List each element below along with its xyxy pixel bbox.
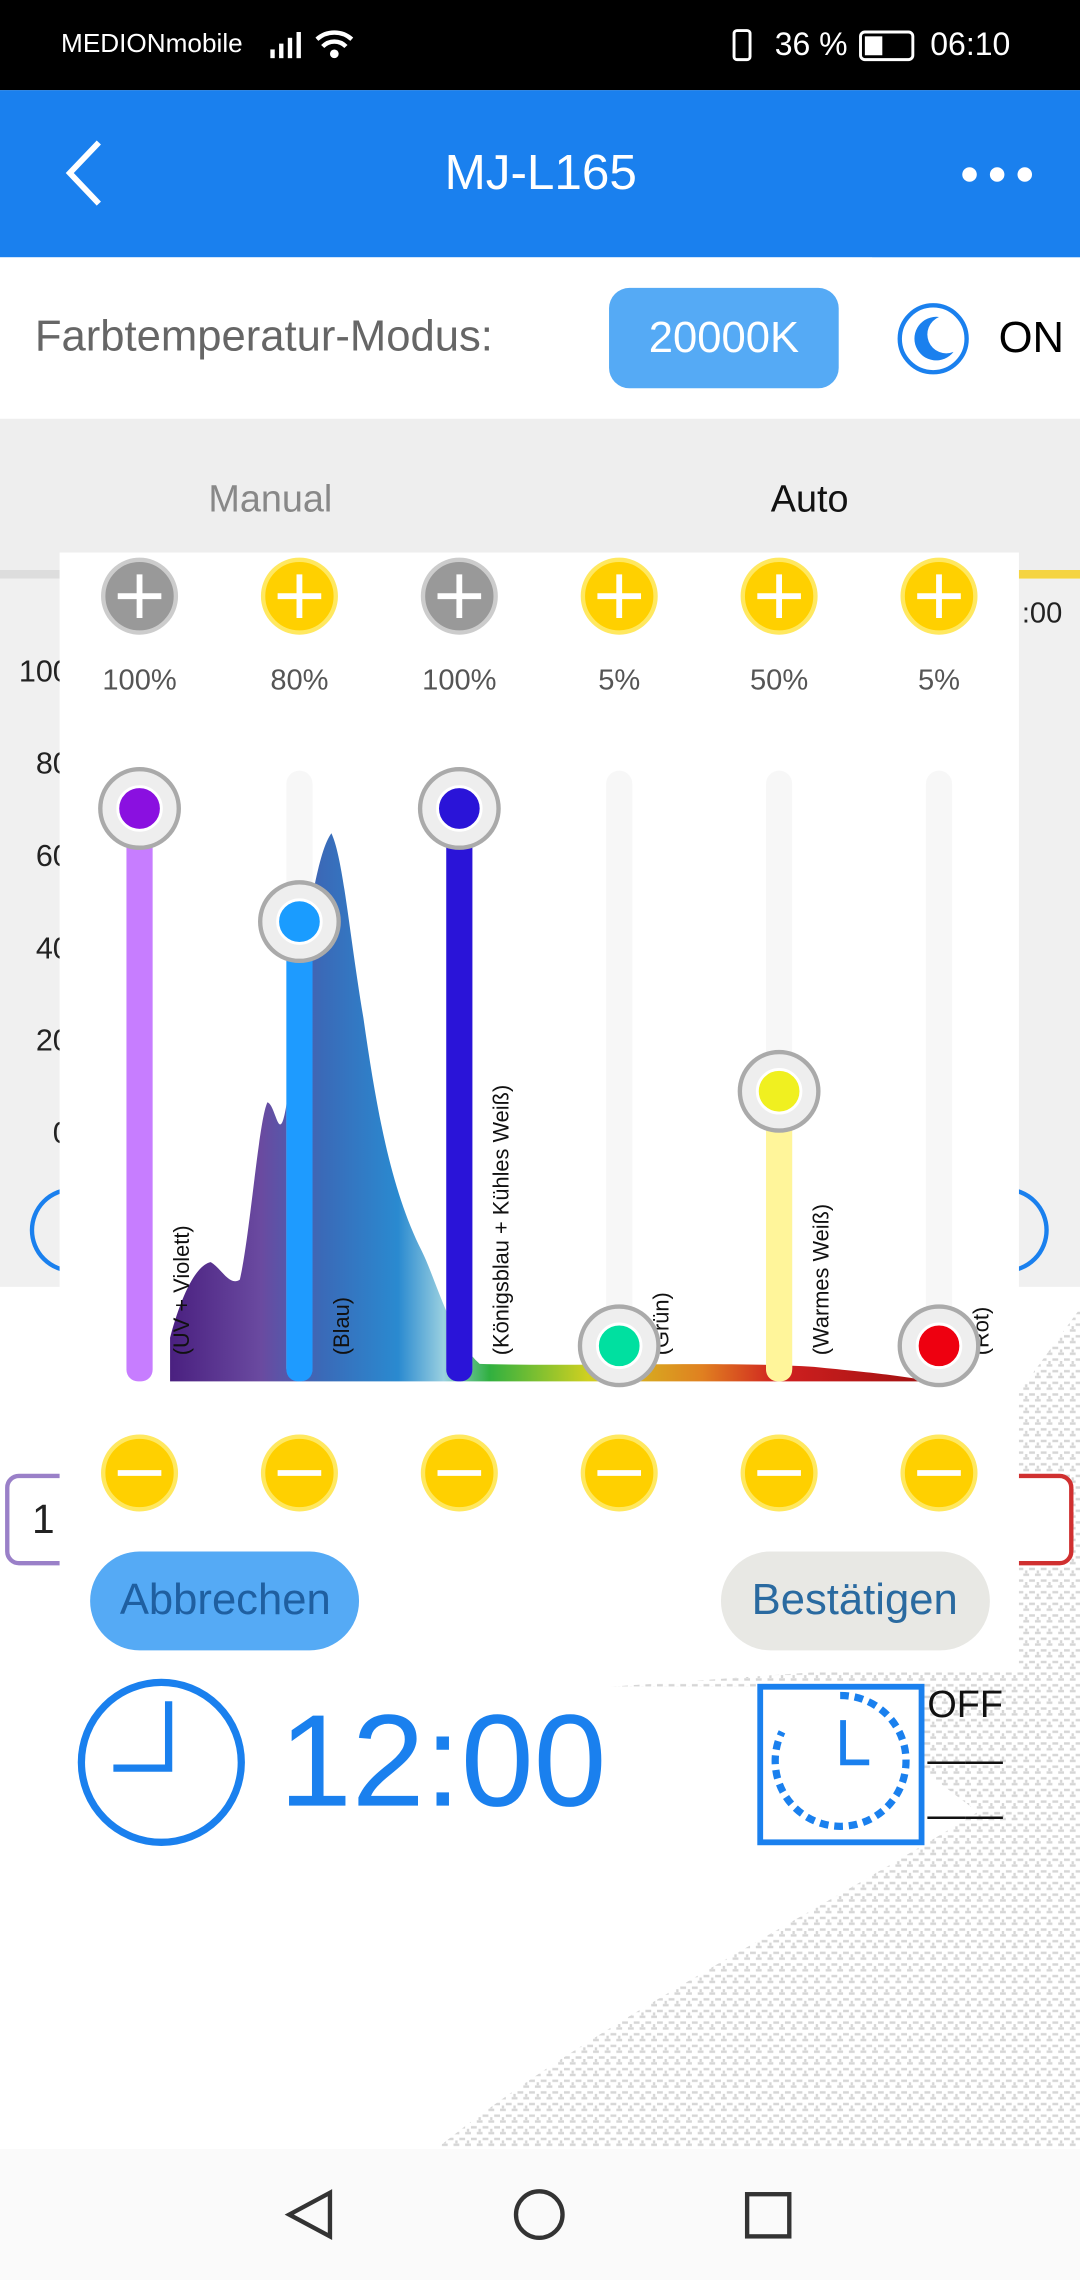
app-title: MJ-L165: [445, 145, 637, 200]
mode-button-label[interactable]: 20000K: [649, 314, 799, 362]
plus-icon[interactable]: [597, 574, 642, 618]
confirm-button[interactable]: [720, 1551, 990, 1651]
app-bar: [0, 90, 1080, 258]
slider-fill: [126, 808, 153, 1382]
plus-icon[interactable]: [277, 574, 322, 618]
plus-icon[interactable]: [117, 574, 162, 618]
plus-icon[interactable]: [917, 574, 961, 618]
channel-name: (Königsblau + Kühles Weiß): [489, 1085, 514, 1355]
cancel-label[interactable]: Abbrechen: [120, 1576, 331, 1624]
nav-back[interactable]: [284, 2189, 333, 2241]
percent-label: 5%: [918, 665, 960, 697]
battery-percent: 36 %: [775, 26, 848, 62]
slider-fill: [446, 808, 473, 1382]
slider-knob-center[interactable]: [755, 1068, 803, 1115]
moon-toggle[interactable]: [897, 303, 969, 375]
vibrate-icon: [732, 29, 752, 62]
tab-manual[interactable]: Manual: [208, 479, 332, 521]
slider-knob-center[interactable]: [595, 1322, 643, 1370]
more-button[interactable]: [962, 167, 1033, 182]
tab-auto[interactable]: Auto: [771, 479, 849, 521]
percent-label: 50%: [750, 665, 808, 697]
slider-knob-center[interactable]: [276, 898, 323, 945]
spectrum: [170, 833, 931, 1382]
mode-button[interactable]: [609, 287, 839, 389]
channel-name: (Blau): [329, 1297, 354, 1355]
battery-icon: [859, 30, 915, 62]
slider-track: [925, 770, 953, 1382]
status-bar: [0, 0, 1080, 91]
clock: 06:10: [930, 26, 1010, 62]
background-box-text: 1: [32, 1496, 55, 1542]
plus-icon[interactable]: [757, 574, 801, 618]
tab-bar: [0, 418, 1080, 570]
timer-state: OFF: [927, 1684, 1003, 1726]
carrier: MEDIONmobile: [61, 28, 243, 58]
wifi-icon: [315, 30, 354, 49]
channel-name: (Warmes Weiß): [808, 1204, 833, 1355]
background-texture: [436, 257, 1080, 2150]
clock-icon: [77, 1678, 245, 1846]
slider-knob-center[interactable]: [116, 785, 163, 832]
slider-knob-center[interactable]: [436, 785, 483, 832]
slider-fill: [766, 1091, 793, 1382]
channel-name: (UV + Violett): [169, 1225, 194, 1355]
background-time: :00: [1022, 598, 1062, 630]
timer-line: ——: [927, 1795, 1003, 1837]
percent-label: 5%: [598, 665, 640, 697]
nav-recent[interactable]: [744, 2192, 792, 2239]
timer-icon[interactable]: [757, 1683, 925, 1846]
plus-icon[interactable]: [437, 574, 482, 618]
mode-label: Farbtemperatur-Modus:: [35, 312, 493, 360]
percent-label: 80%: [270, 665, 328, 697]
timer-time[interactable]: 12:00: [279, 1688, 606, 1834]
percent-label: 100%: [422, 665, 496, 697]
slider-fill: [286, 921, 313, 1382]
nav-home[interactable]: [513, 2189, 565, 2241]
percent-label: 100%: [102, 665, 176, 697]
cancel-button[interactable]: [90, 1551, 360, 1651]
confirm-label[interactable]: Bestätigen: [752, 1576, 958, 1624]
dialog: [59, 552, 1019, 1673]
slider-track: [606, 770, 633, 1382]
signal-icon: [270, 31, 301, 59]
slider-knob-center[interactable]: [915, 1322, 963, 1370]
toggle-state: ON: [999, 314, 1064, 362]
back-button[interactable]: [65, 140, 101, 206]
nav-bar: [0, 2149, 1080, 2280]
timer-line: ——: [927, 1739, 1003, 1781]
